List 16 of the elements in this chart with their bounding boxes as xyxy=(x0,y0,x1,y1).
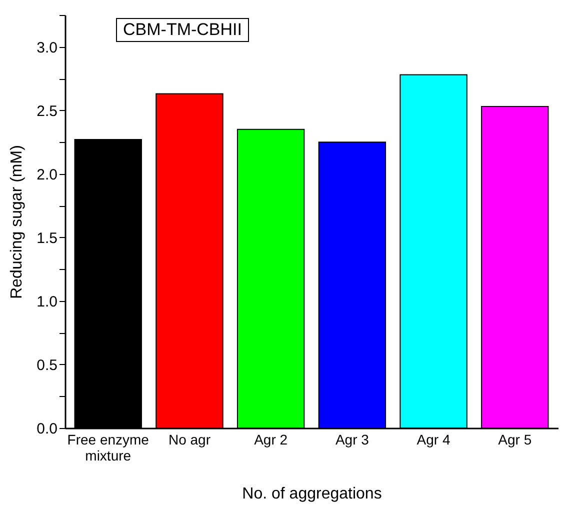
y-tick-label: 3.0 xyxy=(36,39,58,56)
y-tick-label: 0.0 xyxy=(36,420,58,438)
y-tick-label: 2.5 xyxy=(36,102,58,120)
x-axis-title: No. of aggregations xyxy=(242,486,382,502)
y-tick-label: 1.5 xyxy=(36,230,58,247)
y-tick-label: 0.5 xyxy=(36,356,58,374)
x-tick-label: No agr xyxy=(168,432,211,448)
x-tick-label: Agr 3 xyxy=(335,432,370,448)
x-tick-label: Agr 4 xyxy=(416,432,450,448)
y-axis-title: Reducing sugar (mM) xyxy=(8,145,26,299)
x-tick-label: Agr 5 xyxy=(498,432,532,448)
x-tick-label: Agr 2 xyxy=(254,432,288,448)
y-tick-label: 1.0 xyxy=(36,293,58,310)
x-tick-label: Free enzyme mixture xyxy=(67,432,150,464)
chart-title: CBM-TM-CBHII xyxy=(116,18,249,42)
y-tick-label: 2.0 xyxy=(36,166,58,184)
